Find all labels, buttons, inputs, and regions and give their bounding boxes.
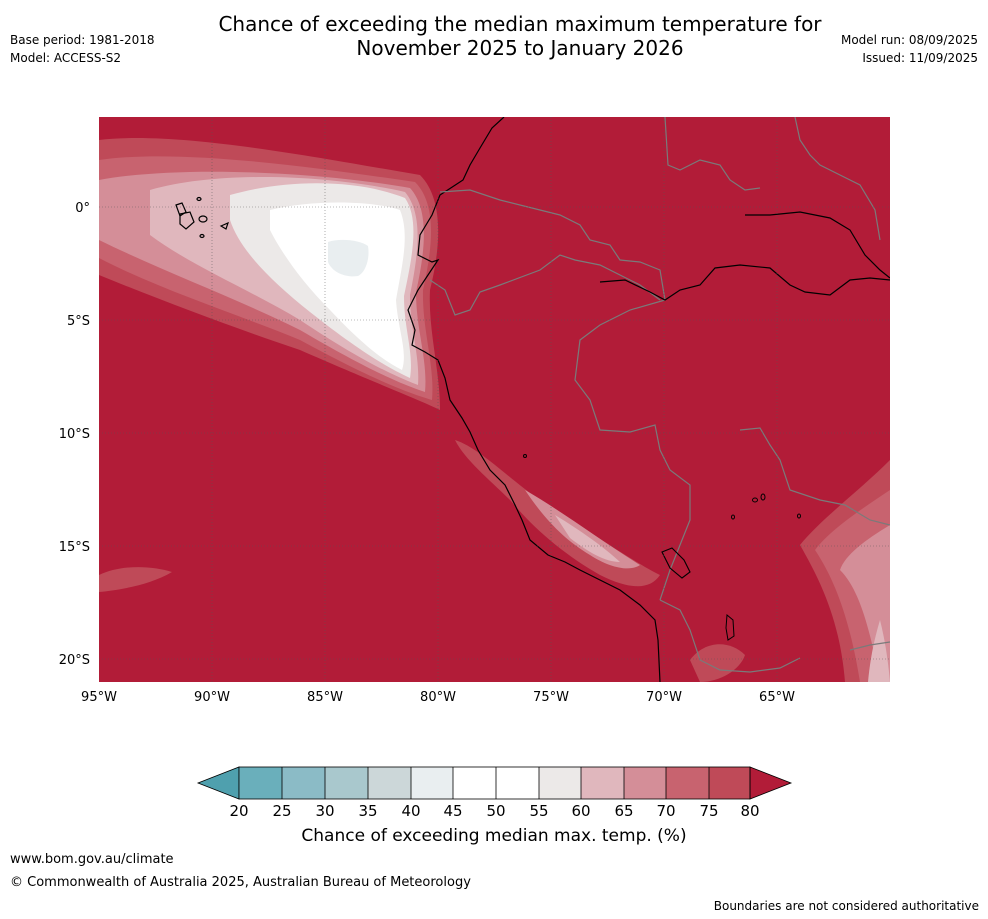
lake-titicaca	[661, 547, 691, 579]
colorbar-label-30: 30	[315, 802, 334, 820]
graticule	[99, 117, 890, 682]
colorbar-cell-25-30	[282, 767, 325, 799]
model-run-label: Model run: 08/09/2025	[840, 33, 978, 47]
colorbar-label-65: 65	[614, 802, 633, 820]
colorbar-cell-70-75	[666, 767, 709, 799]
latitude-labels: 0° 5°S 10°S 15°S 20°S	[59, 201, 90, 668]
title-line-2: November 2025 to January 2026	[356, 36, 684, 60]
colorbar-dividers	[281, 767, 710, 799]
colorbar-label-45: 45	[443, 802, 462, 820]
lon-tick-70w: 70°W	[646, 690, 682, 705]
boundary-disclaimer: Boundaries are not considered authoritat…	[713, 899, 979, 913]
lon-tick-65w: 65°W	[759, 690, 795, 705]
colorbar-label-40: 40	[401, 802, 420, 820]
colorbar-arrow-low	[196, 766, 240, 800]
small-lakes	[523, 454, 801, 641]
colorbar-arrow-high	[749, 766, 793, 800]
run-info: Model run: 08/09/2025 Issued: 11/09/2025	[841, 31, 978, 67]
colorbar-label-75: 75	[699, 802, 718, 820]
southeast-60-65	[868, 620, 890, 682]
colorbar-cell-20-25	[239, 767, 282, 799]
base-period-label: Base period: 1981-2018	[10, 33, 155, 47]
coastline	[407, 117, 661, 682]
colorbar-label-80: 80	[740, 802, 759, 820]
amazon-river	[599, 211, 890, 301]
issued-label: Issued: 11/09/2025	[862, 51, 978, 65]
colorbar-cell-60-65	[581, 767, 624, 799]
lon-tick-90w: 90°W	[194, 690, 230, 705]
lon-tick-85w: 85°W	[307, 690, 343, 705]
colorbar-label-70: 70	[656, 802, 675, 820]
colorbar-label-60: 60	[571, 802, 590, 820]
galapagos-islands	[175, 196, 229, 239]
colorbar-label-25: 25	[272, 802, 291, 820]
bom-url: www.bom.gov.au/climate	[10, 852, 174, 867]
colorbar: 20 25 30 35 40 45 50 55 60 65 70 75 80	[196, 766, 793, 820]
lon-tick-75w: 75°W	[533, 690, 569, 705]
country-borders	[429, 117, 890, 673]
colorbar-cell-45-50	[453, 767, 496, 799]
lat-tick-10s: 10°S	[59, 427, 90, 442]
colorbar-cell-65-70	[624, 767, 666, 799]
colorbar-cell-30-35	[325, 767, 368, 799]
colorbar-label-50: 50	[486, 802, 505, 820]
lat-tick-0: 0°	[75, 201, 90, 216]
copyright-notice: © Commonwealth of Australia 2025, Austra…	[10, 875, 471, 890]
west-patch-75-80	[99, 567, 172, 592]
coastal-band-65-70	[525, 490, 640, 569]
model-info: Base period: 1981-2018 Model: ACCESS-S2	[10, 31, 155, 67]
lat-tick-15s: 15°S	[59, 540, 90, 555]
colorbar-cell-35-40	[368, 767, 411, 799]
colorbar-cell-55-60	[539, 767, 581, 799]
colorbar-frame	[238, 766, 751, 800]
lat-tick-20s: 20°S	[59, 653, 90, 668]
model-label: Model: ACCESS-S2	[10, 51, 122, 65]
contour-40-45	[328, 239, 369, 277]
colorbar-cell-75-80	[709, 767, 750, 799]
probability-field	[99, 117, 890, 682]
title-line-1: Chance of exceeding the median maximum t…	[218, 12, 822, 36]
colorbar-label-20: 20	[229, 802, 248, 820]
map-title: Chance of exceeding the median maximum t…	[170, 12, 870, 60]
lon-tick-95w: 95°W	[81, 690, 117, 705]
colorbar-title: Chance of exceeding median max. temp. (%…	[301, 826, 687, 846]
south-patch-75-80	[690, 644, 745, 682]
colorbar-label-55: 55	[529, 802, 548, 820]
lon-tick-80w: 80°W	[420, 690, 456, 705]
coastal-band-60-65	[555, 515, 620, 562]
contour-50-55	[270, 202, 405, 370]
colorbar-label-35: 35	[358, 802, 377, 820]
colorbar-cell-50-55	[496, 767, 539, 799]
colorbar-labels: 20 25 30 35 40 45 50 55 60 65 70 75 80	[229, 802, 759, 820]
lat-tick-5s: 5°S	[67, 314, 90, 329]
colorbar-cell-40-45	[411, 767, 453, 799]
longitude-labels: 95°W 90°W 85°W 80°W 75°W 70°W 65°W	[81, 690, 795, 705]
